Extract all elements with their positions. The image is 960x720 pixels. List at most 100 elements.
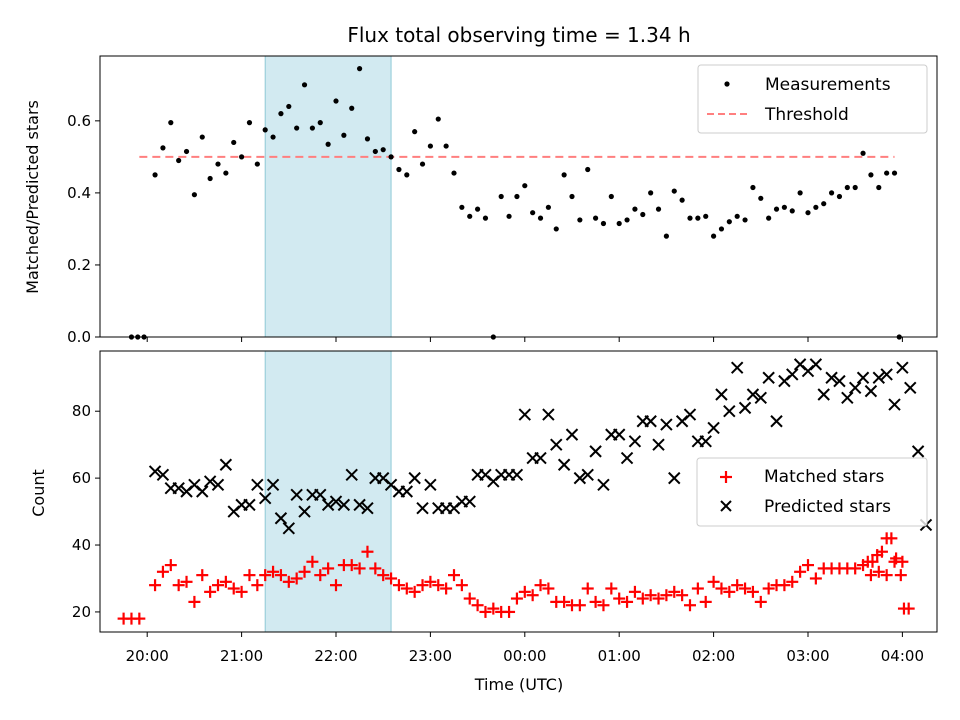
top-legend: Measurements Threshold <box>697 64 928 134</box>
predicted-star-point <box>534 451 547 465</box>
measurement-point <box>152 172 158 178</box>
predicted-marker-stroke <box>904 381 917 395</box>
predicted-marker-stroke <box>746 388 760 401</box>
predicted-marker-stroke <box>298 505 311 518</box>
bottom-y-tick-label: 20 <box>72 603 91 621</box>
matched-star-point <box>526 589 539 602</box>
predicted-marker-stroke <box>534 451 547 465</box>
measurement-point <box>640 211 646 218</box>
matched-star-point <box>392 579 405 592</box>
predicted-star-point <box>573 471 587 485</box>
predicted-star-point <box>738 401 752 415</box>
predicted-star-point <box>746 388 760 401</box>
predicted-marker-stroke <box>809 358 823 371</box>
predicted-star-point <box>565 428 579 441</box>
predicted-marker-stroke <box>463 495 476 508</box>
predicted-star-point <box>361 502 374 515</box>
legend-threshold-label: Threshold <box>764 105 849 125</box>
predicted-star-point <box>416 502 429 515</box>
measurement-point <box>270 134 276 140</box>
legend-measurements-marker <box>724 81 730 87</box>
predicted-marker-stroke <box>856 371 870 384</box>
bottom-x-tick-label: 02:00 <box>692 647 735 665</box>
measurement-point <box>317 120 323 126</box>
predicted-marker-stroke <box>282 522 296 535</box>
predicted-marker-stroke <box>660 418 673 431</box>
predicted-marker-stroke <box>243 498 256 512</box>
predicted-star-point <box>817 388 830 401</box>
measurement-point <box>467 213 473 219</box>
matched-star-point <box>424 575 437 588</box>
predicted-star-point <box>400 485 414 498</box>
matched-star-point <box>707 575 720 588</box>
predicted-marker-stroke <box>211 478 225 492</box>
matched-star-point <box>628 585 641 598</box>
matched-star-point <box>298 565 311 578</box>
matched-star-point <box>432 579 445 592</box>
matched-star-point <box>219 575 232 588</box>
predicted-marker-stroke <box>628 435 642 448</box>
top-y-tick-label: 0.2 <box>67 256 91 274</box>
measurement-point <box>726 219 732 225</box>
measurement-point <box>254 161 260 167</box>
predicted-star-point <box>274 512 288 525</box>
predicted-marker-stroke <box>730 361 744 374</box>
matched-star-point <box>754 595 767 608</box>
matched-star-point <box>801 559 814 572</box>
top-legend-box <box>697 64 928 134</box>
matched-star-point <box>880 569 893 582</box>
measurement-point <box>687 215 693 221</box>
matched-star-point <box>487 602 500 615</box>
predicted-marker-stroke <box>424 478 437 492</box>
measurement-point <box>616 220 622 227</box>
predicted-star-point <box>298 505 311 518</box>
measurement-point <box>356 66 363 72</box>
predicted-star-point <box>557 458 571 471</box>
matched-star-point <box>329 579 342 592</box>
predicted-marker-stroke <box>266 478 280 492</box>
measurements-series <box>128 66 902 340</box>
top-panel: 0.0 0.2 0.4 0.6 Matched/Predicted stars Mea… <box>23 55 938 346</box>
measurement-point <box>813 204 819 210</box>
predicted-star-point <box>353 498 366 512</box>
bottom-legend: Matched stars Predicted stars <box>696 457 928 527</box>
predicted-marker-stroke <box>479 468 492 481</box>
bottom-x-tick-label: 01:00 <box>598 647 641 665</box>
bottom-legend-box <box>696 457 928 527</box>
predicted-star-point <box>518 408 532 421</box>
bottom-panel: 20 40 60 80 20:00 21:00 22:00 23:00 00:00 01:00 0… <box>29 350 938 694</box>
predicted-marker-stroke <box>345 468 358 481</box>
measurement-point <box>750 184 756 191</box>
matched-star-point <box>196 569 209 582</box>
bottom-y-tick-label: 80 <box>72 402 91 420</box>
measurement-point <box>884 170 890 176</box>
predicted-star-point <box>856 371 870 384</box>
predicted-marker-stroke <box>762 371 775 384</box>
predicted-marker-stroke <box>880 368 893 381</box>
matched-star-point <box>503 605 516 618</box>
bottom-plot-frame <box>99 350 938 633</box>
predicted-star-point <box>424 478 437 492</box>
predicted-star-point <box>707 421 720 435</box>
matched-star-point <box>243 569 256 582</box>
measurement-point <box>585 166 591 173</box>
measurement-point <box>301 82 308 88</box>
bottom-y-axis-label: Count <box>29 469 48 517</box>
top-y-tick-label: 0.6 <box>67 112 91 130</box>
predicted-star-point <box>715 388 728 401</box>
top-y-tick-label: 0.0 <box>67 328 91 346</box>
predicted-stars-series <box>148 358 933 535</box>
measurement-point <box>482 215 489 221</box>
measurement-point <box>191 192 197 198</box>
measurement-point <box>742 217 748 223</box>
matched-star-point <box>652 592 665 605</box>
measurement-point <box>592 215 599 221</box>
measurement-point <box>781 204 787 210</box>
predicted-marker-stroke <box>314 488 327 502</box>
predicted-marker-stroke <box>738 401 752 415</box>
predicted-marker-stroke <box>573 471 587 485</box>
predicted-marker-stroke <box>353 498 366 512</box>
matched-star-point <box>440 582 453 595</box>
measurement-point <box>876 184 882 191</box>
